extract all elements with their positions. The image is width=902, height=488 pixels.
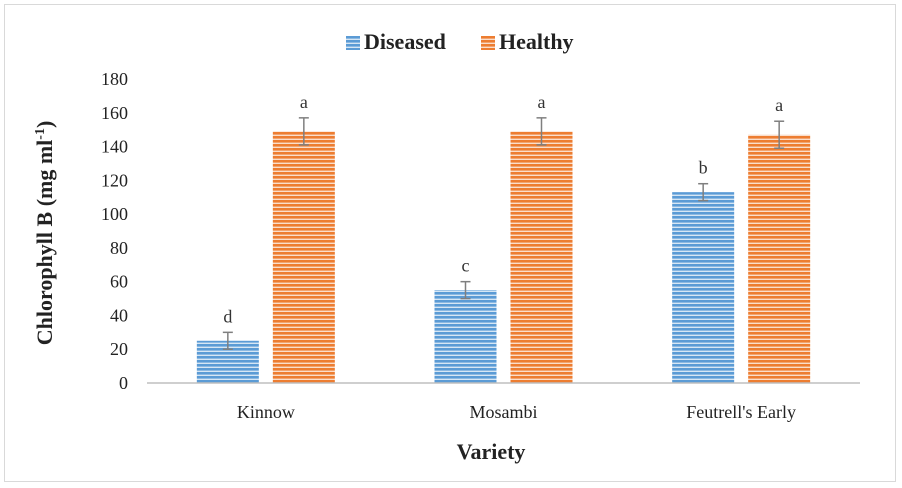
chart-frame [4,4,896,482]
y-tick-label: 160 [101,103,128,123]
y-tick-label: 180 [101,69,128,89]
legend-label-healthy: Healthy [499,29,574,54]
bar-healthy [748,134,811,383]
legend-label-diseased: Diseased [364,29,446,54]
x-tick-label: Kinnow [237,402,295,422]
legend-swatch-healthy [481,36,495,50]
y-tick-label: 100 [101,204,128,224]
y-tick-label: 80 [110,238,128,258]
y-tick-label: 20 [110,339,128,359]
significance-letter: a [538,92,546,112]
significance-letter: a [300,92,308,112]
y-tick-label: 40 [110,305,128,325]
significance-letter: a [775,95,783,115]
y-tick-label: 140 [101,137,128,157]
significance-letter: d [223,306,232,326]
y-tick-label: 0 [119,373,128,393]
significance-letter: b [699,158,708,178]
y-axis-title: Chlorophyll B (mg ml-1) [32,121,57,346]
x-axis-title: Variety [457,439,526,464]
bar-diseased [434,290,497,383]
bar-healthy [272,131,335,383]
plot-area: 0 20 40 60 80 100 120 140 160 180 d a Kinnow c a Mosamb… [101,69,860,422]
bar-diseased [672,192,735,383]
x-tick-label: Feutrell's Early [686,402,796,422]
legend: Diseased Healthy [346,29,574,54]
x-tick-label: Mosambi [469,402,537,422]
legend-swatch-diseased [346,36,360,50]
bar-healthy [510,131,573,383]
y-tick-label: 120 [101,170,128,190]
significance-letter: c [462,256,470,276]
y-tick-label: 60 [110,272,128,292]
